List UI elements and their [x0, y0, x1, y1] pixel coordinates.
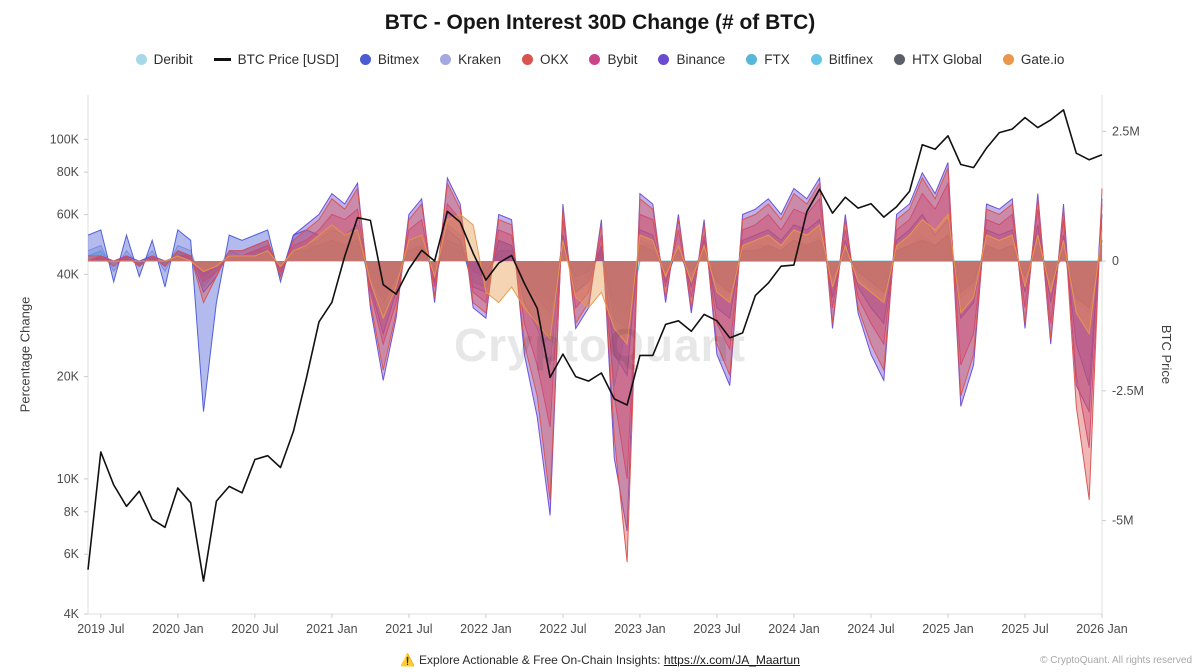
legend-item-okx[interactable]: OKX: [521, 52, 569, 67]
svg-text:2026 Jan: 2026 Jan: [1076, 622, 1127, 636]
series-color-swatch: [440, 54, 452, 65]
legend-item-bybit[interactable]: Bybit: [589, 52, 637, 67]
series-area-gate-io[interactable]: [88, 214, 1102, 345]
series-line-okx: [88, 167, 1103, 563]
series-color-swatch: [521, 54, 533, 65]
svg-text:10K: 10K: [57, 472, 80, 486]
svg-text:2020 Jul: 2020 Jul: [231, 622, 278, 636]
btc-price-line: [87, 109, 1103, 582]
legend-label: Binance: [676, 52, 726, 67]
right-axis-ticks: 2.5M 0 -2.5M -5M: [1102, 124, 1144, 528]
legend-label: FTX: [764, 52, 790, 67]
svg-text:80K: 80K: [57, 165, 80, 179]
svg-text:2020 Jan: 2020 Jan: [152, 622, 203, 636]
svg-text:2023 Jul: 2023 Jul: [693, 622, 740, 636]
svg-text:0: 0: [1112, 254, 1119, 268]
svg-text:2025 Jan: 2025 Jan: [922, 622, 973, 636]
svg-text:-2.5M: -2.5M: [1112, 384, 1144, 398]
svg-text:2025 Jul: 2025 Jul: [1001, 622, 1048, 636]
svg-text:2024 Jan: 2024 Jan: [768, 622, 819, 636]
svg-text:-5M: -5M: [1112, 514, 1134, 528]
legend-label: Gate.io: [1020, 52, 1065, 67]
svg-text:2022 Jul: 2022 Jul: [539, 622, 586, 636]
svg-text:6K: 6K: [64, 547, 80, 561]
footer-insight-link[interactable]: https://x.com/JA_Maartun: [663, 653, 800, 667]
svg-text:60K: 60K: [57, 208, 80, 222]
legend-label: Kraken: [458, 52, 501, 67]
svg-text:8K: 8K: [64, 505, 80, 519]
svg-text:2021 Jan: 2021 Jan: [306, 622, 357, 636]
x-axis-ticks: 2019 Jul 2020 Jan 2020 Jul 2021 Jan 2021 Jul…: [77, 614, 1128, 636]
warning-icon: ⚠️: [400, 653, 416, 667]
page-title: BTC - Open Interest 30D Change (# of BTC…: [384, 11, 816, 34]
legend-label: Bitmex: [377, 52, 420, 67]
series-color-swatch: [1002, 54, 1014, 65]
legend-label: BTC Price [USD]: [237, 52, 339, 67]
svg-text:40K: 40K: [57, 267, 80, 281]
svg-text:2019 Jul: 2019 Jul: [77, 622, 124, 636]
footer-insight-text: Explore Actionable & Free On-Chain Insig…: [419, 653, 664, 667]
chart-svg[interactable]: 100K 80K 60K 40K 20K 10K 8K 6K 4K 2.5M 0 -2.5M -5M 20…: [0, 86, 1200, 646]
series-color-swatch: [894, 54, 906, 65]
legend-item-kraken[interactable]: Kraken: [440, 52, 501, 67]
svg-text:2022 Jan: 2022 Jan: [460, 622, 511, 636]
legend-item-bitmex[interactable]: Bitmex: [359, 52, 420, 67]
svg-text:2.5M: 2.5M: [1112, 124, 1140, 138]
svg-text:20K: 20K: [57, 370, 80, 384]
legend-label: Bybit: [607, 52, 638, 67]
series-color-swatch: [589, 54, 601, 65]
svg-text:2023 Jan: 2023 Jan: [614, 622, 665, 636]
legend-item-ftx[interactable]: FTX: [746, 52, 790, 67]
footer-insight: ⚠️ Explore Actionable & Free On-Chain Ins…: [0, 653, 1200, 667]
left-axis-ticks: 100K 80K 60K 40K 20K 10K 8K 6K 4K: [50, 132, 88, 621]
series-color-swatch: [810, 54, 822, 65]
legend-item-btc-price-usd-[interactable]: BTC Price [USD]: [213, 52, 339, 67]
series-color-swatch: [746, 54, 758, 65]
legend-item-gate-io[interactable]: Gate.io: [1002, 52, 1065, 67]
svg-text:100K: 100K: [50, 132, 80, 146]
legend-item-deribit[interactable]: Deribit: [135, 52, 193, 67]
series-line-gate-io: [88, 213, 1103, 346]
series-area-bybit[interactable]: [88, 183, 1102, 480]
series-color-swatch: [359, 54, 371, 65]
legend-label: Bitfinex: [828, 52, 874, 67]
series-area-kraken[interactable]: [88, 240, 1102, 313]
series-area-htx-global[interactable]: [88, 235, 1102, 329]
series-color-swatch: [658, 54, 670, 65]
legend-label: OKX: [539, 52, 569, 67]
legend-item-binance[interactable]: Binance: [658, 52, 725, 67]
legend-label: HTX Global: [912, 52, 982, 67]
legend: Deribit BTC Price [USD] Bitmex Kraken OKX Byb…: [0, 52, 1200, 67]
legend-label: Deribit: [153, 52, 193, 67]
plot-frame: [87, 95, 1103, 615]
legend-item-htx-global[interactable]: HTX Global: [894, 52, 982, 67]
series-color-swatch: [135, 54, 147, 65]
copyright-notice: © CryptoQuant. All rights reserved: [1040, 655, 1192, 666]
price-line-swatch: [213, 58, 231, 61]
legend-item-bitfinex[interactable]: Bitfinex: [810, 52, 874, 67]
svg-text:2021 Jul: 2021 Jul: [385, 622, 432, 636]
svg-text:4K: 4K: [64, 607, 80, 621]
svg-text:2024 Jul: 2024 Jul: [847, 622, 894, 636]
